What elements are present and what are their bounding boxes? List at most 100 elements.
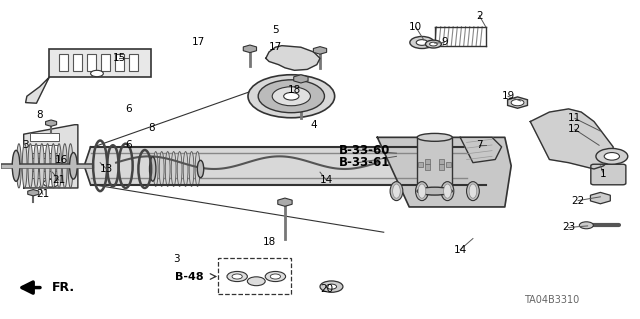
Text: 18: 18 xyxy=(262,237,276,247)
Polygon shape xyxy=(460,137,502,163)
Circle shape xyxy=(247,277,265,286)
Text: 2: 2 xyxy=(476,11,483,21)
Ellipse shape xyxy=(63,144,67,188)
Text: TA04B3310: TA04B3310 xyxy=(524,295,579,305)
Ellipse shape xyxy=(150,157,156,181)
Ellipse shape xyxy=(172,152,176,186)
Text: 6: 6 xyxy=(125,140,132,150)
Text: 16: 16 xyxy=(55,154,68,165)
Circle shape xyxy=(326,284,337,289)
Ellipse shape xyxy=(195,152,200,186)
Bar xyxy=(129,54,138,71)
Ellipse shape xyxy=(390,182,403,201)
Ellipse shape xyxy=(154,152,158,186)
Text: 21: 21 xyxy=(52,175,65,185)
Ellipse shape xyxy=(189,152,194,186)
Polygon shape xyxy=(314,47,326,54)
Ellipse shape xyxy=(469,184,477,198)
Polygon shape xyxy=(378,137,511,207)
Ellipse shape xyxy=(197,160,204,178)
Text: 14: 14 xyxy=(320,175,333,185)
Ellipse shape xyxy=(393,184,400,198)
Polygon shape xyxy=(84,147,492,185)
Text: B-33-61: B-33-61 xyxy=(339,156,390,169)
Bar xyxy=(30,133,59,141)
Ellipse shape xyxy=(34,144,38,188)
Text: 17: 17 xyxy=(269,42,282,52)
Circle shape xyxy=(320,281,343,292)
Ellipse shape xyxy=(45,144,50,188)
Circle shape xyxy=(248,75,335,118)
Ellipse shape xyxy=(70,152,77,179)
Text: 5: 5 xyxy=(272,25,278,35)
Ellipse shape xyxy=(417,133,452,141)
Polygon shape xyxy=(294,75,308,83)
Bar xyxy=(73,54,82,71)
Circle shape xyxy=(265,271,285,282)
Ellipse shape xyxy=(165,152,170,186)
Circle shape xyxy=(272,87,310,106)
Ellipse shape xyxy=(416,40,428,45)
Polygon shape xyxy=(266,46,320,70)
Bar xyxy=(425,159,430,164)
Bar xyxy=(100,54,109,71)
Ellipse shape xyxy=(22,144,27,188)
Text: FR.: FR. xyxy=(52,281,76,294)
Text: 15: 15 xyxy=(113,53,126,63)
Bar xyxy=(30,171,59,178)
Text: 17: 17 xyxy=(192,38,205,48)
Bar xyxy=(59,54,68,71)
Text: 18: 18 xyxy=(288,85,301,95)
Ellipse shape xyxy=(57,144,61,188)
Text: B-33-60: B-33-60 xyxy=(339,144,390,157)
Text: 8: 8 xyxy=(36,110,43,120)
Text: 3: 3 xyxy=(173,254,180,264)
Text: 7: 7 xyxy=(476,140,483,150)
Text: 12: 12 xyxy=(568,124,582,135)
Polygon shape xyxy=(24,125,78,188)
Text: 23: 23 xyxy=(562,222,575,233)
Circle shape xyxy=(596,148,628,164)
Polygon shape xyxy=(26,77,49,103)
Ellipse shape xyxy=(51,144,56,188)
Circle shape xyxy=(91,70,103,77)
Text: 13: 13 xyxy=(100,164,113,174)
Circle shape xyxy=(284,93,299,100)
Circle shape xyxy=(44,179,59,187)
Circle shape xyxy=(258,80,324,113)
Ellipse shape xyxy=(415,182,428,201)
Bar xyxy=(30,145,59,153)
Bar xyxy=(439,159,444,164)
FancyBboxPatch shape xyxy=(591,164,626,185)
Circle shape xyxy=(511,100,524,106)
Bar xyxy=(218,257,291,294)
Bar xyxy=(439,165,444,169)
Circle shape xyxy=(579,222,593,229)
Text: 10: 10 xyxy=(409,22,422,32)
Text: 4: 4 xyxy=(310,120,317,130)
Ellipse shape xyxy=(410,36,434,48)
Bar xyxy=(30,158,59,166)
Ellipse shape xyxy=(444,184,451,198)
Polygon shape xyxy=(508,97,527,108)
Text: 20: 20 xyxy=(320,284,333,294)
Circle shape xyxy=(227,271,247,282)
Ellipse shape xyxy=(17,144,21,188)
Circle shape xyxy=(604,152,620,160)
Text: 1: 1 xyxy=(600,169,607,179)
Ellipse shape xyxy=(68,144,73,188)
Ellipse shape xyxy=(40,144,44,188)
Ellipse shape xyxy=(28,144,33,188)
Polygon shape xyxy=(278,198,292,206)
Ellipse shape xyxy=(418,184,426,198)
Polygon shape xyxy=(531,109,613,169)
Bar xyxy=(115,54,124,71)
Text: B-48: B-48 xyxy=(175,272,204,282)
Text: 8: 8 xyxy=(148,123,154,133)
Text: 19: 19 xyxy=(501,91,515,101)
Text: 9: 9 xyxy=(441,38,447,48)
Bar xyxy=(418,162,423,167)
Polygon shape xyxy=(28,189,39,196)
Circle shape xyxy=(232,274,243,279)
Ellipse shape xyxy=(441,182,454,201)
